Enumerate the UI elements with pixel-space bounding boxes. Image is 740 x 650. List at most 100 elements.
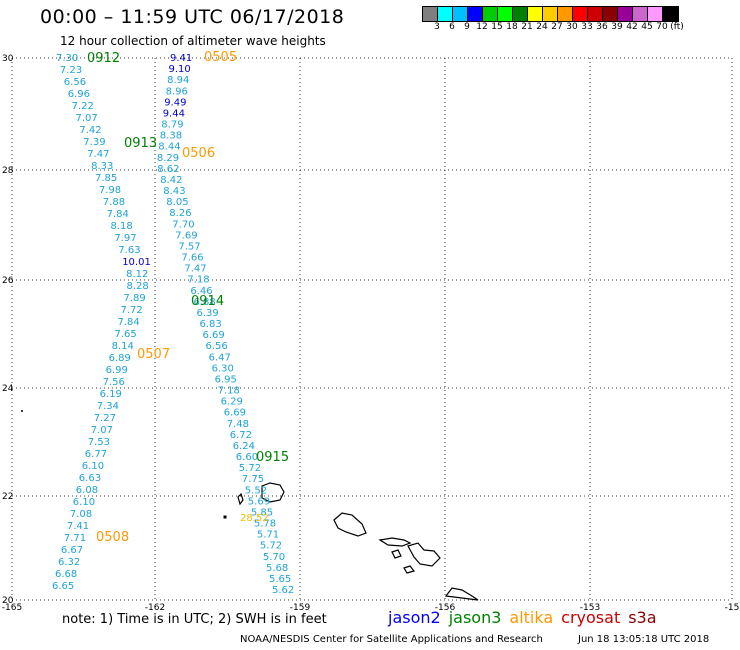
left-track-value: 8.28 [127, 281, 149, 292]
colorbar-swatch [663, 7, 678, 21]
left-track-value: 8.14 [112, 341, 134, 352]
right-track-value: 5.52 [245, 485, 267, 496]
island-kaula [223, 515, 227, 519]
legend-cryosat: cryosat [561, 608, 621, 627]
right-track-value: 8.05 [166, 197, 188, 208]
right-track-value: 9.49 [164, 97, 186, 108]
colorbar-label: 15 [491, 22, 503, 32]
right-track-value: 8.79 [161, 120, 183, 131]
left-track-value: 7.07 [76, 113, 98, 124]
left-track-value: 6.32 [58, 557, 80, 568]
left-track-value: 7.56 [103, 377, 125, 388]
colorbar-swatch [558, 7, 573, 21]
footer-credit: NOAA/NESDIS Center for Satellite Applica… [240, 634, 543, 645]
colorbar-label: 42 [626, 22, 638, 32]
map-subtitle: 12 hour collection of altimeter wave hei… [60, 34, 326, 48]
left-track-value: 6.08 [76, 485, 98, 496]
colorbar-swatch [423, 7, 438, 21]
right-track-value: 6.72 [230, 430, 252, 441]
island-oahu [333, 512, 367, 537]
left-track-value: 7.22 [72, 101, 94, 112]
wave-height-colorbar [422, 6, 679, 22]
right-track-value: 8.94 [167, 75, 189, 86]
left-track-value: 6.56 [64, 77, 86, 88]
right-track-value: 6.56 [206, 341, 228, 352]
colorbar-label: 12 [476, 22, 488, 32]
left-track-value: 8.12 [126, 269, 148, 280]
island-kauai [261, 482, 285, 503]
left-track-values: 7.307.236.566.967.227.077.427.397.478.33… [52, 53, 151, 592]
right-track-value: 8.43 [163, 186, 185, 197]
right-track-value: 6.47 [209, 352, 231, 363]
left-track-value: 8.33 [91, 161, 113, 172]
right-track-value: 7.66 [181, 253, 203, 264]
left-track-value: 7.63 [118, 245, 140, 256]
left-track-value: 7.47 [87, 149, 109, 160]
time-label: 0508 [96, 530, 129, 545]
colorbar-swatch [633, 7, 648, 21]
left-track-value: 6.10 [82, 461, 104, 472]
island-hawaii [444, 587, 479, 601]
colorbar-label: 18 [506, 22, 518, 32]
left-track-value: 7.97 [114, 233, 136, 244]
right-track-value: 5.85 [251, 507, 273, 518]
right-track-value: 5.72 [260, 541, 282, 552]
left-track-value: 7.53 [88, 437, 110, 448]
colorbar-label: 3 [434, 22, 440, 32]
left-track-value: 7.71 [64, 533, 86, 544]
left-track-value: 7.39 [83, 137, 105, 148]
colorbar-swatch [618, 7, 633, 21]
left-track-value: 7.34 [97, 401, 119, 412]
right-track-value: 6.88 [194, 297, 216, 308]
right-track-value: 5.68 [266, 563, 288, 574]
colorbar-label: 39 [611, 22, 623, 32]
colorbar-label: 9 [464, 22, 470, 32]
left-track-value: 7.08 [70, 509, 92, 520]
left-track-value: 6.65 [52, 581, 74, 592]
right-track-value: 6.95 [215, 374, 237, 385]
left-track-value: 8.18 [111, 221, 133, 232]
lon-label: -165 [2, 603, 22, 613]
right-track-value: 6.69 [203, 330, 225, 341]
left-track-value: 7.84 [107, 209, 129, 220]
island-molokai [378, 537, 412, 547]
time-label: 0913 [124, 136, 157, 151]
colorbar-label: (ft) [670, 22, 684, 32]
colorbar-swatch [543, 7, 558, 21]
colorbar-swatch [588, 7, 603, 21]
colorbar-swatch [528, 7, 543, 21]
right-track-value: 7.18 [218, 386, 240, 397]
colorbar-label: 45 [641, 22, 653, 32]
colorbar-swatch [513, 7, 528, 21]
left-track-value: 6.77 [85, 449, 107, 460]
left-track-value: 7.65 [115, 329, 137, 340]
lat-lon-grid [11, 57, 733, 601]
right-track-value: 5.72 [239, 463, 261, 474]
right-track-value: 8.96 [166, 86, 188, 97]
left-track-value: 6.89 [109, 353, 131, 364]
colorbar-label: 30 [566, 22, 578, 32]
colorbar-label: 36 [596, 22, 608, 32]
right-track-value: 9.41 [170, 53, 192, 64]
left-track-value: 7.30 [56, 53, 78, 64]
lon-label: -159 [290, 603, 311, 613]
left-track-value: 7.23 [60, 65, 82, 76]
right-track-value: 6.24 [233, 441, 255, 452]
right-track-value: 7.69 [175, 230, 197, 241]
right-track-value: 5.71 [257, 530, 279, 541]
right-track-value: 5.78 [254, 519, 276, 530]
colorbar-swatch [453, 7, 468, 21]
axis-labels: 30 28 26 24 22 20-165 -162 -159 -156 -153 -15 [2, 54, 740, 613]
lat-label: 30 [2, 54, 14, 64]
lon-label: -162 [145, 603, 165, 613]
time-label: 0505 [204, 50, 237, 65]
footer-note: note: 1) Time is in UTC; 2) SWH is in fe… [62, 612, 327, 627]
right-track-value: 5.70 [263, 552, 285, 563]
colorbar-label: 70 [656, 22, 668, 32]
right-track-value: 7.48 [227, 419, 249, 430]
time-label: 0507 [137, 347, 170, 362]
island-maui [407, 542, 441, 567]
right-track-value: 5.62 [272, 585, 294, 596]
colorbar-swatch [498, 7, 513, 21]
